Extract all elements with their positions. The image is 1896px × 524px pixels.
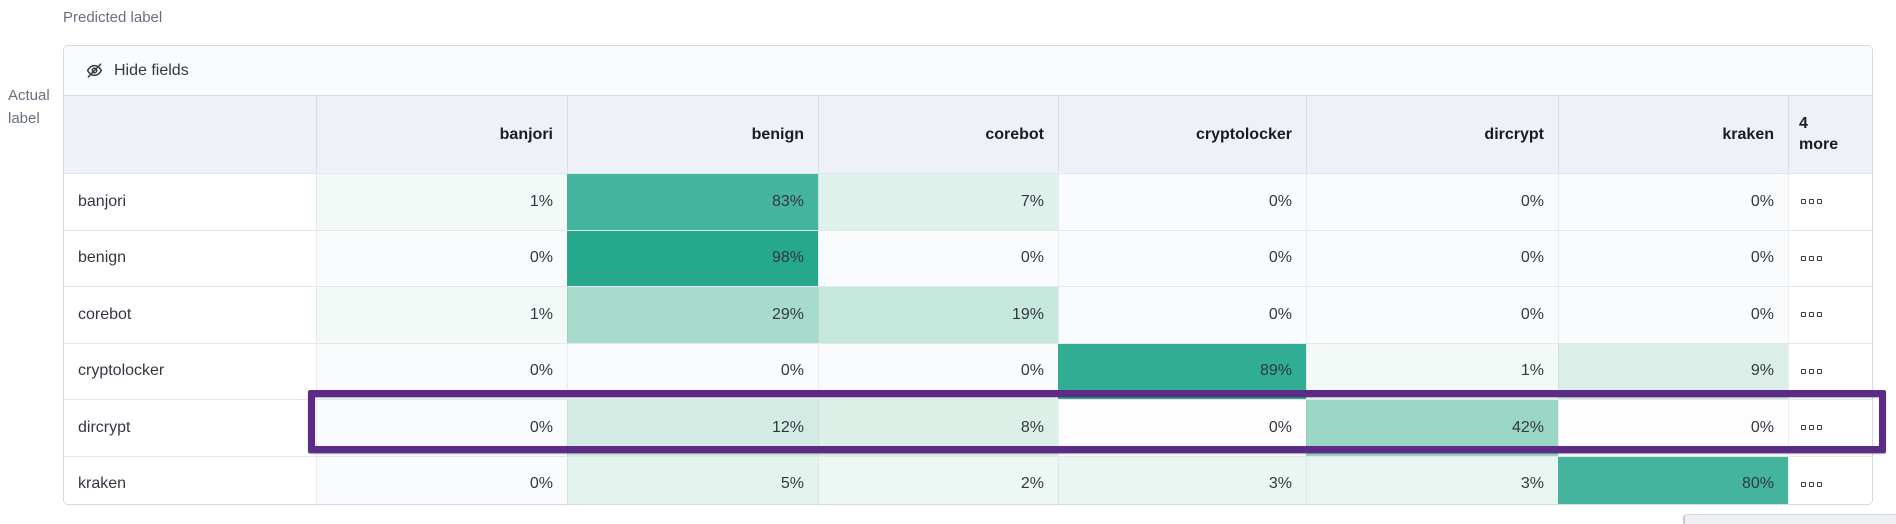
table-row-corebot: corebot 1% 29% 19% 0% 0% 0% <box>64 286 1872 343</box>
header-cell-banjori[interactable]: banjori <box>316 96 567 173</box>
matrix-cell-benign-kraken[interactable]: 0% <box>1558 230 1788 286</box>
header-cell-corebot[interactable]: corebot <box>818 96 1058 173</box>
matrix-cell-cryptolocker-banjori[interactable]: 0% <box>316 343 567 399</box>
matrix-cell-benign-benign[interactable]: 98% <box>567 230 818 286</box>
matrix-cell-corebot-corebot[interactable]: 19% <box>818 287 1058 343</box>
row-more-actions[interactable] <box>1788 230 1872 286</box>
matrix-cell-banjori-kraken[interactable]: 0% <box>1558 174 1788 230</box>
partial-panel-bottom-right <box>1683 514 1896 524</box>
row-more-actions[interactable] <box>1788 174 1872 230</box>
row-label: kraken <box>64 456 316 504</box>
matrix-cell-dircrypt-kraken[interactable]: 0% <box>1558 400 1788 456</box>
table-row-dircrypt: dircrypt 0% 12% 8% 0% 42% 0% <box>64 399 1872 456</box>
matrix-cell-corebot-dircrypt[interactable]: 0% <box>1306 287 1558 343</box>
matrix-cell-benign-dircrypt[interactable]: 0% <box>1306 230 1558 286</box>
actual-label: Actual label <box>8 84 60 131</box>
actual-label-line2: label <box>8 110 40 128</box>
table-row-benign: benign 0% 98% 0% 0% 0% 0% <box>64 229 1872 286</box>
hide-fields-button[interactable]: Hide fields <box>64 46 1872 96</box>
matrix-cell-benign-banjori[interactable]: 0% <box>316 230 567 286</box>
matrix-cell-corebot-cryptolocker[interactable]: 0% <box>1058 287 1306 343</box>
matrix-cell-cryptolocker-corebot[interactable]: 0% <box>818 343 1058 399</box>
table-row-cryptolocker: cryptolocker 0% 0% 0% 89% 1% 9% <box>64 342 1872 399</box>
hide-fields-label: Hide fields <box>114 61 189 79</box>
boxes-horizontal-icon <box>1801 425 1822 431</box>
row-more-actions[interactable] <box>1788 456 1872 504</box>
matrix-cell-corebot-kraken[interactable]: 0% <box>1558 287 1788 343</box>
matrix-cell-kraken-kraken[interactable]: 80% <box>1558 456 1788 504</box>
matrix-cell-kraken-benign[interactable]: 5% <box>567 456 818 504</box>
boxes-horizontal-icon <box>1801 481 1822 487</box>
boxes-horizontal-icon <box>1801 368 1822 374</box>
predicted-label: Predicted label <box>63 9 163 26</box>
row-label: cryptolocker <box>64 343 316 399</box>
header-cell-actual <box>64 96 316 173</box>
table-row-kraken: kraken 0% 5% 2% 3% 3% 80% <box>64 455 1872 504</box>
table-row-banjori: banjori 1% 83% 7% 0% 0% 0% <box>64 173 1872 230</box>
matrix-cell-benign-corebot[interactable]: 0% <box>818 230 1058 286</box>
matrix-cell-banjori-corebot[interactable]: 7% <box>818 174 1058 230</box>
row-label: corebot <box>64 287 316 343</box>
matrix-cell-dircrypt-corebot[interactable]: 8% <box>818 400 1058 456</box>
header-cell-dircrypt[interactable]: dircrypt <box>1306 96 1558 173</box>
confusion-matrix-panel: Hide fields banjori benign corebot cryptolo… <box>63 45 1873 505</box>
row-label: dircrypt <box>64 400 316 456</box>
row-more-actions[interactable] <box>1788 343 1872 399</box>
boxes-horizontal-icon <box>1801 312 1822 318</box>
matrix-cell-cryptolocker-benign[interactable]: 0% <box>567 343 818 399</box>
header-cell-kraken[interactable]: kraken <box>1558 96 1788 173</box>
matrix-cell-kraken-banjori[interactable]: 0% <box>316 456 567 504</box>
matrix-cell-banjori-benign[interactable]: 83% <box>567 174 818 230</box>
matrix-cell-kraken-cryptolocker[interactable]: 3% <box>1058 456 1306 504</box>
header-cell-more[interactable]: 4 more <box>1788 96 1872 173</box>
matrix-cell-banjori-cryptolocker[interactable]: 0% <box>1058 174 1306 230</box>
boxes-horizontal-icon <box>1801 255 1822 261</box>
matrix-body: banjori 1% 83% 7% 0% 0% 0% benign 0% 98% 0% 0% 0% 0% c… <box>64 173 1872 504</box>
matrix-cell-banjori-dircrypt[interactable]: 0% <box>1306 174 1558 230</box>
header-cell-cryptolocker[interactable]: cryptolocker <box>1058 96 1306 173</box>
row-label: benign <box>64 230 316 286</box>
matrix-cell-dircrypt-cryptolocker[interactable]: 0% <box>1058 400 1306 456</box>
matrix-cell-benign-cryptolocker[interactable]: 0% <box>1058 230 1306 286</box>
row-label: banjori <box>64 174 316 230</box>
actual-label-line1: Actual <box>8 87 50 104</box>
matrix-header-row: banjori benign corebot cryptolocker dircrypt… <box>64 96 1872 173</box>
row-more-actions[interactable] <box>1788 287 1872 343</box>
matrix-cell-cryptolocker-cryptolocker[interactable]: 89% <box>1058 343 1306 399</box>
matrix-cell-dircrypt-banjori[interactable]: 0% <box>316 400 567 456</box>
boxes-horizontal-icon <box>1801 199 1822 205</box>
matrix-cell-cryptolocker-kraken[interactable]: 9% <box>1558 343 1788 399</box>
matrix-cell-cryptolocker-dircrypt[interactable]: 1% <box>1306 343 1558 399</box>
matrix-cell-dircrypt-dircrypt[interactable]: 42% <box>1306 400 1558 456</box>
matrix-cell-kraken-dircrypt[interactable]: 3% <box>1306 456 1558 504</box>
matrix-cell-dircrypt-benign[interactable]: 12% <box>567 400 818 456</box>
matrix-cell-kraken-corebot[interactable]: 2% <box>818 456 1058 504</box>
eye-closed-icon <box>85 61 104 80</box>
row-more-actions[interactable] <box>1788 400 1872 456</box>
matrix-cell-corebot-benign[interactable]: 29% <box>567 287 818 343</box>
matrix-cell-banjori-banjori[interactable]: 1% <box>316 174 567 230</box>
matrix-cell-corebot-banjori[interactable]: 1% <box>316 287 567 343</box>
header-cell-benign[interactable]: benign <box>567 96 818 173</box>
